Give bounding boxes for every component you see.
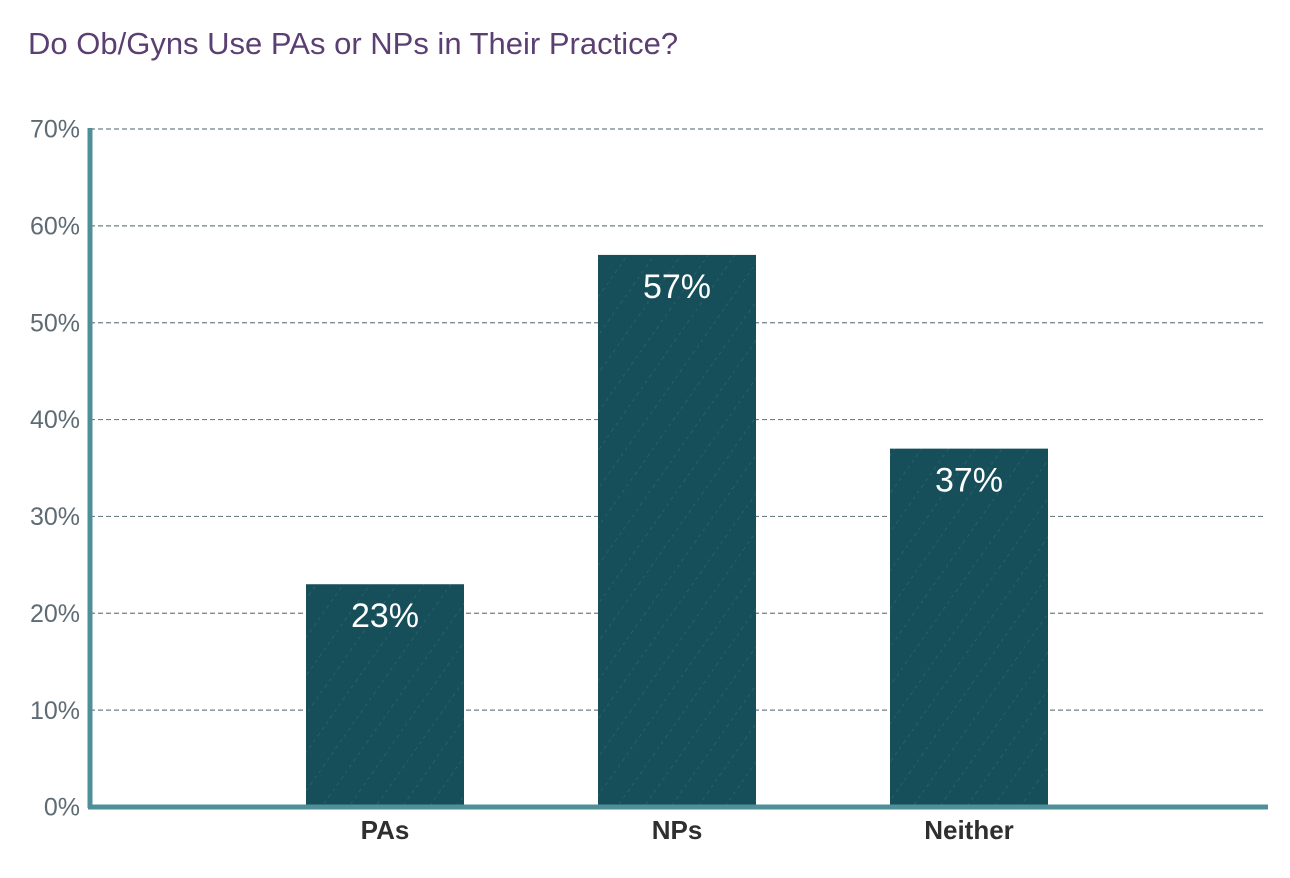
- y-tick-label: 30%: [30, 503, 80, 531]
- value-label: 57%: [643, 268, 711, 306]
- bar: [306, 584, 464, 807]
- x-tick-label: PAs: [361, 815, 410, 845]
- bar: [890, 448, 1048, 807]
- y-tick-label: 50%: [30, 309, 80, 337]
- bars: 23% 57% 37%: [306, 254, 1048, 807]
- value-label: 37%: [935, 462, 1003, 500]
- y-tick-label: 20%: [30, 600, 80, 628]
- value-label: 23%: [351, 597, 419, 635]
- x-tick-label: Neither: [924, 815, 1014, 845]
- y-tick-label: 60%: [30, 212, 80, 240]
- y-tick-label: 40%: [30, 406, 80, 434]
- chart-title: Do Ob/Gyns Use PAs or NPs in Their Pract…: [28, 26, 678, 61]
- x-tick-label: NPs: [652, 815, 703, 845]
- y-tick-label: 70%: [30, 116, 80, 144]
- y-tick-label: 10%: [30, 697, 80, 725]
- y-tick-label: 0%: [44, 794, 80, 822]
- bar: [598, 254, 756, 807]
